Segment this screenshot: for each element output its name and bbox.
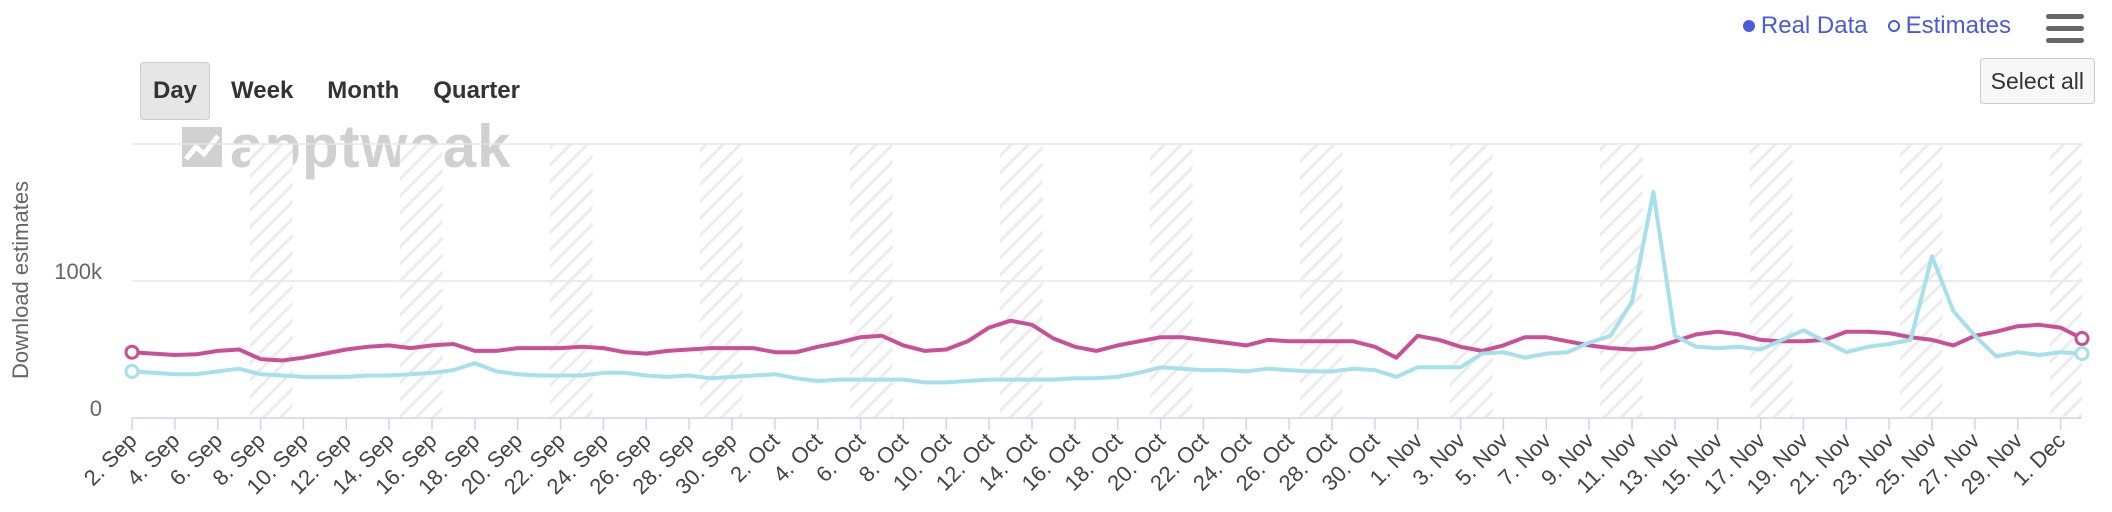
y-tick-label-1: 100k xyxy=(54,259,103,284)
series-1-marker-start[interactable] xyxy=(124,344,140,360)
filled-dot-icon xyxy=(1742,20,1755,32)
range-week-button[interactable]: Week xyxy=(218,62,306,120)
series-2-line xyxy=(131,190,2083,385)
grid-lines xyxy=(132,143,2082,419)
y-axis-ticks: 0 100k xyxy=(54,259,103,421)
range-selector: Day Week Month Quarter xyxy=(140,62,533,120)
range-quarter-button[interactable]: Quarter xyxy=(420,62,533,120)
legend-estimates[interactable]: Estimates xyxy=(1887,12,2011,40)
chart-legend: Real Data Estimates xyxy=(1742,12,2011,40)
series-2-marker-start[interactable] xyxy=(124,363,140,379)
legend-estimates-label: Estimates xyxy=(1905,12,2011,39)
y-axis-label: Download estimates xyxy=(8,181,33,379)
legend-real-data-label: Real Data xyxy=(1760,12,1868,39)
y-tick-label-0: 0 xyxy=(90,396,102,421)
series-lines xyxy=(124,190,2090,385)
series-2-marker-end[interactable] xyxy=(2074,346,2090,362)
hamburger-menu-icon[interactable] xyxy=(2046,14,2084,44)
range-month-button[interactable]: Month xyxy=(314,62,412,120)
range-day-button[interactable]: Day xyxy=(140,62,211,120)
hollow-dot-icon xyxy=(1887,20,1900,32)
series-1-line xyxy=(131,318,2083,363)
legend-real-data[interactable]: Real Data xyxy=(1742,12,1868,40)
series-1-marker-end[interactable] xyxy=(2074,331,2090,347)
select-all-button[interactable]: Select all xyxy=(1979,58,2095,104)
